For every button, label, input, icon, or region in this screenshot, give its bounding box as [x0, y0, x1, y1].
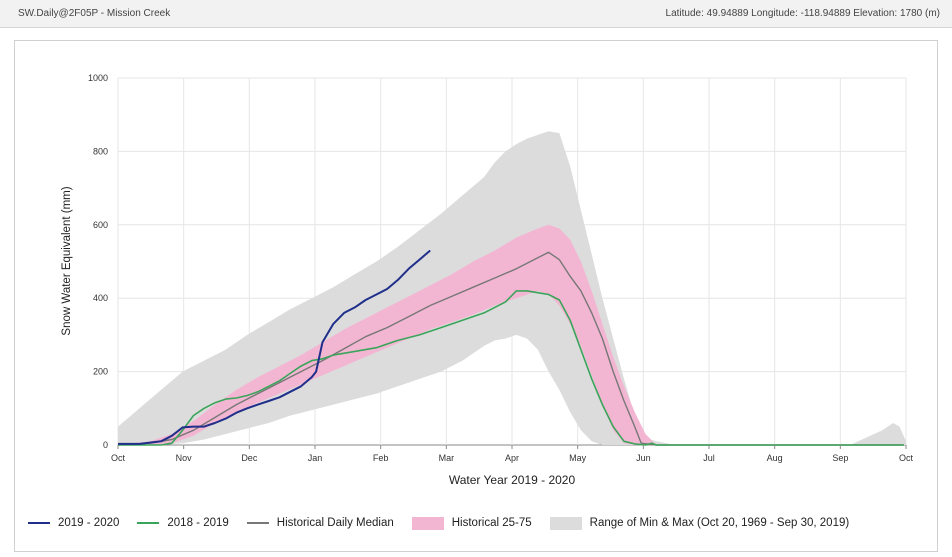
y-tick-label: 600 — [93, 220, 108, 230]
legend-label-median: Historical Daily Median — [276, 517, 394, 529]
legend-item-median[interactable]: Historical Daily Median — [246, 517, 394, 529]
x-tick-label: Apr — [505, 453, 519, 463]
swe-chart: 0 200 400 600 800 1000 Oct Nov Dec Jan Feb Mar Apr Ma… — [61, 73, 914, 487]
x-tick-label: Feb — [373, 453, 389, 463]
legend-label-current: 2019 - 2020 — [58, 517, 120, 529]
x-tick-label: Oct — [899, 453, 914, 463]
header-bar: SW.Daily@2F05P - Mission Creek Latitude:… — [0, 0, 952, 28]
x-tick-label: Dec — [241, 453, 258, 463]
chart-axes: 0 200 400 600 800 1000 Oct Nov Dec Jan Feb Mar Apr Ma… — [88, 73, 914, 463]
chart-legend: 2019 - 2020 2018 - 2019 Historical Daily… — [28, 515, 867, 531]
y-tick-label: 1000 — [88, 73, 108, 83]
legend-swatch-range — [549, 516, 582, 530]
series-line-previous — [118, 290, 904, 446]
legend-swatch-current — [28, 522, 50, 524]
legend-label-band: Historical 25-75 — [451, 517, 532, 529]
x-tick-label: May — [569, 453, 587, 463]
y-tick-label: 0 — [103, 440, 108, 450]
x-tick-label: Nov — [176, 453, 193, 463]
y-tick-label: 200 — [93, 367, 108, 377]
legend-item-band[interactable]: Historical 25-75 — [411, 516, 532, 530]
x-axis-label: Water Year 2019 - 2020 — [449, 473, 576, 487]
x-tick-label: Jul — [703, 453, 715, 463]
legend-item-previous[interactable]: 2018 - 2019 — [137, 517, 229, 529]
legend-item-current[interactable]: 2019 - 2020 — [28, 517, 119, 529]
series-line-current — [118, 249, 431, 445]
legend-label-previous: 2018 - 2019 — [167, 517, 229, 529]
station-title: SW.Daily@2F05P - Mission Creek — [18, 8, 171, 19]
y-tick-label: 400 — [93, 293, 108, 303]
series-historical-25-75 — [118, 224, 904, 445]
legend-item-range[interactable]: Range of Min & Max (Oct 20, 1969 - Sep 3… — [549, 516, 850, 530]
station-location: Latitude: 49.94889 Longitude: -118.94889… — [665, 8, 940, 19]
x-tick-label: Mar — [439, 453, 455, 463]
x-tick-label: Jan — [308, 453, 323, 463]
x-tick-label: Jun — [636, 453, 651, 463]
legend-swatch-median — [246, 522, 269, 524]
x-tick-label: Sep — [832, 453, 848, 463]
chart-bands — [118, 131, 906, 445]
y-axis-label: Snow Water Equivalent (mm) — [61, 186, 73, 335]
legend-label-range: Range of Min & Max (Oct 20, 1969 - Sep 3… — [589, 517, 850, 529]
legend-swatch-band — [411, 516, 444, 530]
y-tick-label: 800 — [93, 146, 108, 156]
series-line-median — [117, 251, 904, 446]
x-tick-label: Aug — [767, 453, 783, 463]
legend-swatch-previous — [137, 522, 160, 524]
x-tick-label: Oct — [111, 453, 126, 463]
chart-lines — [117, 249, 904, 446]
